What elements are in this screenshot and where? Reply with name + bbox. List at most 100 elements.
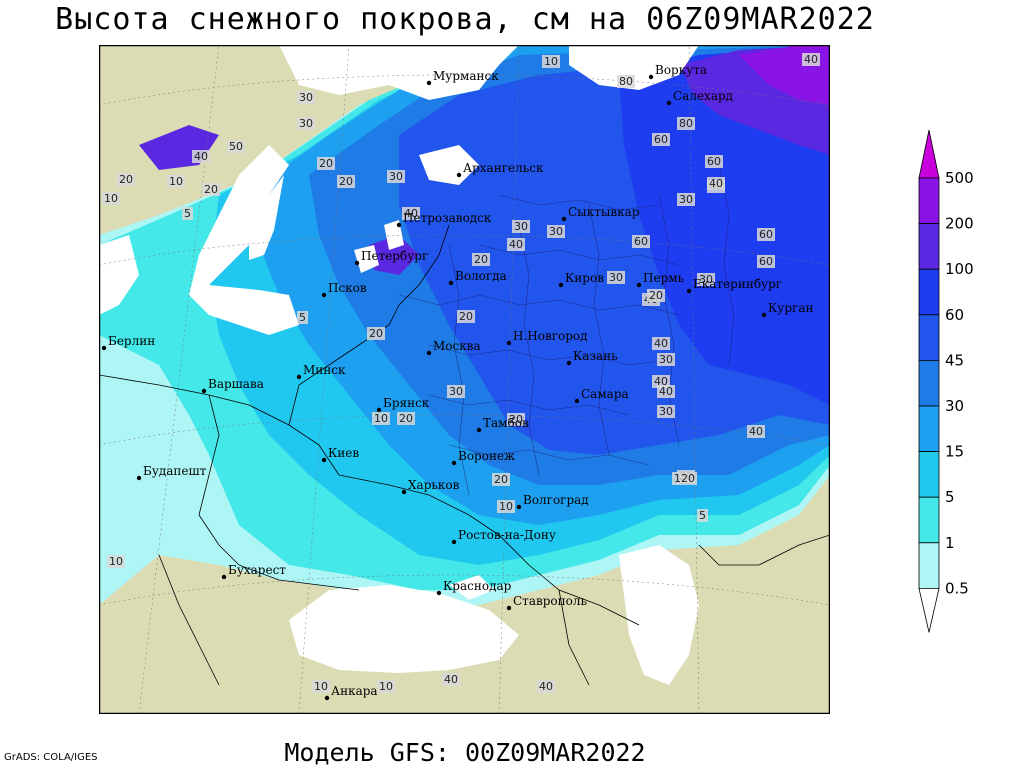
- contour-label: 40: [659, 385, 673, 398]
- contour-label: 30: [659, 405, 673, 418]
- model-footer: Модель GFS: 00Z09MAR2022: [284, 738, 646, 767]
- contour-label-bg: [297, 91, 315, 104]
- contour-label: 10: [314, 680, 328, 693]
- city-label: Краснодар: [443, 579, 512, 593]
- contour-label-bg: [167, 175, 185, 188]
- city-dot: [476, 427, 482, 433]
- contour-label-bg: [697, 509, 708, 522]
- contour-label: 40: [539, 680, 553, 693]
- contour-label: 30: [549, 225, 563, 238]
- caspian-sea: [619, 545, 699, 685]
- contour-label-bg: [672, 472, 697, 485]
- contour-label-bg: [397, 412, 415, 425]
- contour-label-bg: [757, 228, 775, 241]
- city-dot: [506, 605, 512, 611]
- legend-label: 500: [945, 169, 974, 187]
- north-sea: [99, 235, 139, 315]
- city-dot: [566, 360, 572, 366]
- contour-label-bg: [652, 133, 670, 146]
- city-dot: [354, 260, 360, 266]
- city-label: Киев: [328, 446, 359, 460]
- contour-label-bg: [457, 310, 475, 323]
- contour-label-bg: [507, 413, 525, 426]
- city-dot: [451, 539, 457, 545]
- city-label: Анкара: [331, 684, 378, 698]
- city-dot: [558, 282, 564, 288]
- contour-label-bg: [652, 375, 670, 388]
- white-sea: [419, 145, 479, 185]
- contour-label: 30: [389, 170, 403, 183]
- contour-label: 20: [339, 175, 353, 188]
- legend-label: 100: [945, 260, 974, 278]
- legend-swatch: [918, 177, 940, 224]
- regional-borders: [398, 164, 735, 496]
- contour-label: 5: [699, 509, 706, 522]
- city-label: Варшава: [208, 377, 264, 391]
- city-label: Брянск: [383, 396, 430, 410]
- contour-label: 60: [759, 255, 773, 268]
- baltic-sea: [189, 145, 299, 335]
- city-dot: [321, 292, 327, 298]
- contour-label: 40: [804, 53, 818, 66]
- contour-label: 120: [674, 472, 695, 485]
- kara-sea: [569, 45, 699, 90]
- city-label: Казань: [573, 349, 618, 363]
- contour-label-bg: [607, 271, 625, 284]
- contour-label: 50: [229, 140, 243, 153]
- legend-label: 45: [945, 351, 964, 369]
- city-dot: [376, 407, 382, 413]
- contour-label: 30: [659, 353, 673, 366]
- black-sea: [289, 585, 519, 673]
- contour-label: 10: [104, 192, 118, 205]
- city-label: Минск: [303, 363, 346, 377]
- contour-label: 80: [679, 117, 693, 130]
- contour-label: 60: [707, 155, 721, 168]
- contour-label-bg: [802, 53, 820, 66]
- contour-label-bg: [497, 500, 515, 513]
- contour-label-bg: [705, 155, 723, 168]
- contour-label-bg: [632, 235, 650, 248]
- city-dot: [686, 288, 692, 294]
- contour-label: 10: [109, 555, 123, 568]
- city-dot: [761, 312, 767, 318]
- contour-label: 60: [654, 133, 668, 146]
- legend-label: 0.5: [945, 579, 969, 597]
- city-dot: [574, 398, 580, 404]
- contour-label-bg: [652, 337, 670, 350]
- contour-label-bg: [192, 150, 210, 163]
- city-label: Ростов-на-Дону: [458, 528, 556, 542]
- contour-label-bg: [697, 273, 715, 286]
- legend-swatch: [918, 359, 940, 407]
- legend-label: 15: [945, 443, 964, 461]
- contour-label: 20: [369, 327, 383, 340]
- city-label: Псков: [328, 281, 367, 295]
- contour-label: 5: [184, 207, 191, 220]
- legend-label: 5: [945, 488, 955, 506]
- contour-label-bg: [297, 311, 308, 324]
- city-label: Киров: [565, 271, 604, 285]
- contour-label-bg: [492, 473, 510, 486]
- city-label: Мурманск: [433, 69, 499, 83]
- contour-label-bg: [657, 405, 675, 418]
- contour-label: 10: [544, 55, 558, 68]
- city-dot: [201, 388, 207, 394]
- contour-label: 40: [709, 177, 723, 190]
- city-dot: [436, 590, 442, 596]
- city-label: Ставрополь: [513, 594, 587, 608]
- city-dot: [101, 345, 107, 351]
- contour-label: 20: [319, 157, 333, 170]
- contour-label-bg: [107, 555, 125, 568]
- contour-label: 30: [299, 91, 313, 104]
- contour-labels: 1040808060306040605040201020530202030104…: [102, 53, 820, 693]
- snow-depth-map: 1040808060306040605040201020530202030104…: [99, 45, 830, 714]
- contour-label: 40: [404, 207, 418, 220]
- contour-label-bg: [387, 170, 405, 183]
- legend-swatch: [918, 405, 940, 452]
- city-label: Берлин: [108, 334, 155, 348]
- contour-label-bg: [747, 425, 765, 438]
- city-dot: [426, 350, 432, 356]
- contour-label-bg: [677, 193, 695, 206]
- legend-label: 30: [945, 397, 964, 415]
- city-dot: [401, 489, 407, 495]
- legend-bottom-arrow: [918, 588, 940, 633]
